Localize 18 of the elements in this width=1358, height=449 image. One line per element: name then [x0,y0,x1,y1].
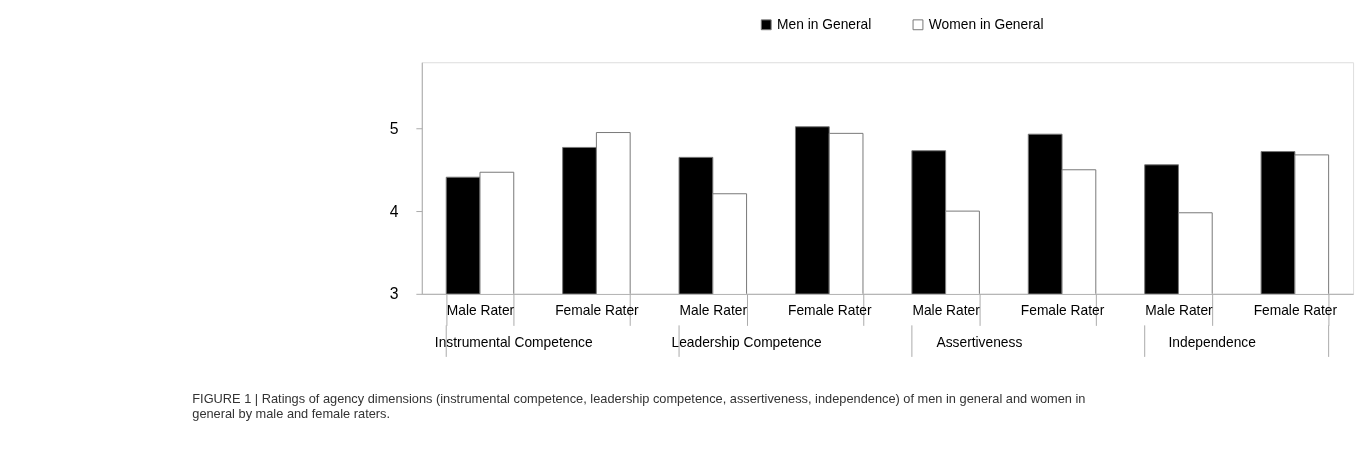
x-tick-label: Female Rater [787,303,872,319]
y-tick-label: 3 [389,285,399,303]
x-tick-label: Male Rater [912,303,981,319]
legend-label: Women in General [928,16,1044,32]
y-tick-label: 5 [389,119,399,137]
text: Instrumental Competence [434,335,593,351]
caption: FIGURE 1 | Ratings of agency dimensions (instrumental competence, leadership competence, assertiveness, independence) of men in general and women in general by male and female raters. [192,390,1086,421]
text: Assertiveness [936,335,1023,351]
x-tick-label: Female Rater [1253,303,1338,319]
y-tick-label: 4 [389,202,399,220]
legend-label: Men in General [777,16,872,32]
x-tick-label: Female Rater [1020,303,1105,319]
x-tick-label: Male Rater [679,303,748,319]
text: Leadership Competence [671,335,822,351]
text: Independence [1168,335,1257,351]
x-tick-label: Male Rater [446,303,515,319]
x-tick-label: Male Rater [1145,303,1214,319]
x-tick-label: Female Rater [555,303,640,319]
